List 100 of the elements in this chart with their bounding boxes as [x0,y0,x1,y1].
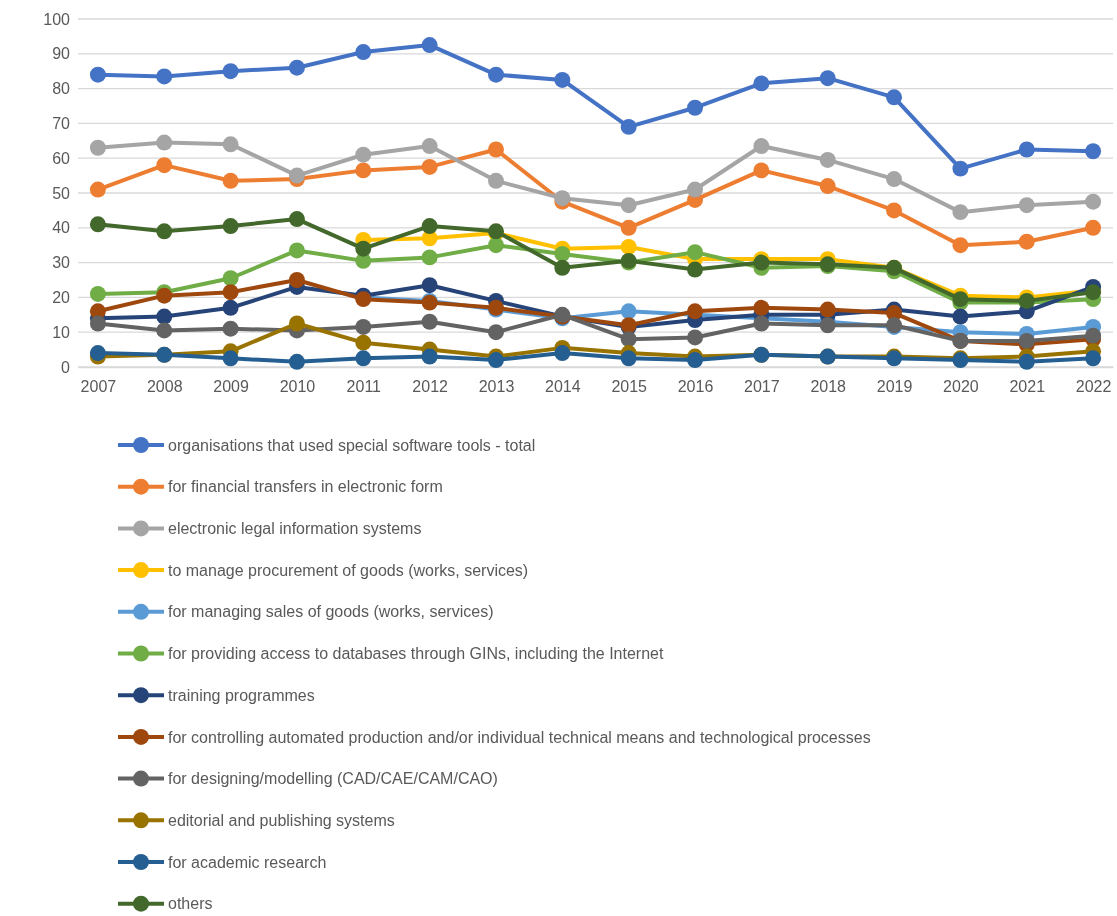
point [89,315,106,332]
y-tick-label: 0 [61,358,71,376]
legend-label: electronic legal information systems [168,520,422,537]
point [89,66,106,83]
y-tick-label: 60 [52,149,71,167]
point [1085,193,1102,210]
point [952,237,969,254]
legend-label: training programmes [168,686,315,704]
point [819,151,836,168]
point [222,350,239,367]
y-tick-label: 10 [52,323,71,341]
point [687,352,703,368]
x-tick-label: 2019 [876,378,913,396]
point [952,204,969,221]
point [89,139,106,156]
point [753,315,770,332]
point [620,219,637,236]
point [421,37,438,54]
x-tick-label: 2018 [810,378,847,396]
point [355,319,372,335]
x-tick-label: 2009 [213,378,249,396]
point [156,223,173,240]
point [421,313,438,330]
point [222,63,239,80]
point [156,68,173,85]
point [156,157,173,174]
point [222,320,239,337]
point [886,171,903,188]
point [488,324,504,341]
legend-label: for providing access to databases through GINs, including the Internet [168,645,664,663]
point [355,350,372,367]
point [288,353,305,370]
point [620,118,637,135]
legend-label: others [168,895,213,913]
point [620,197,637,214]
point [554,345,571,362]
x-tick-label: 2007 [80,378,117,396]
point [620,331,637,348]
legend-label: for financial transfers in electronic form [168,478,443,496]
point [355,44,372,61]
point [488,172,504,189]
legend-label: to manage procurement of goods (works, services) [168,561,529,579]
point [156,134,173,151]
point [421,218,438,235]
point [952,160,969,177]
point [288,167,305,184]
legend-label: for designing/modelling (CAD/CAE/CAM/CAO) [168,770,498,788]
point [421,249,438,266]
point [89,216,106,233]
point [554,259,571,276]
point [89,285,106,302]
point [421,348,438,365]
point [753,162,770,179]
x-tick-label: 2015 [611,378,648,396]
point [952,308,969,325]
x-tick-label: 2013 [478,378,515,396]
legend-label: for academic research [168,853,327,871]
point [1018,141,1035,158]
point [156,308,173,325]
point [355,146,372,163]
point [89,181,106,198]
point [1085,350,1102,367]
point [1018,233,1035,250]
point [288,211,305,228]
y-tick-label: 70 [52,115,71,133]
point [753,299,770,316]
point [1018,353,1035,370]
point [1018,332,1035,349]
point [222,136,239,153]
point [687,99,703,116]
x-tick-label: 2016 [677,378,714,396]
y-tick-label: 100 [43,10,71,28]
point [421,138,438,154]
y-tick-label: 20 [52,289,71,307]
legend-label: for managing sales of goods (works, services) [168,603,494,621]
point [355,334,372,351]
y-tick-label: 50 [52,184,71,202]
point [620,350,637,367]
point [1085,219,1102,236]
point [753,75,770,92]
x-tick-label: 2014 [545,378,581,396]
point [355,162,372,179]
y-tick-label: 30 [52,254,71,272]
point [687,181,703,198]
point [819,70,836,87]
point [753,138,770,154]
point [288,272,305,288]
point [222,218,239,235]
point [222,172,239,189]
point [488,66,504,83]
point [355,240,372,257]
point [1085,327,1102,344]
point [554,71,571,88]
y-tick-label: 90 [52,45,71,63]
point [421,158,438,175]
point [620,303,637,320]
point [819,317,836,334]
point [620,238,637,255]
point [222,299,239,316]
point [222,284,239,301]
